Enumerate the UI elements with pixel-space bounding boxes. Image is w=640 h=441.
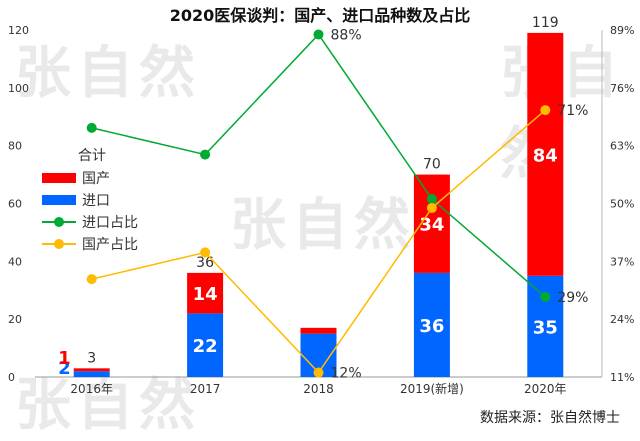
domestic-share-point-label: 71% [557, 103, 588, 119]
bar-total-label: 36 [196, 255, 214, 271]
x-tick-label: 2018 [303, 382, 334, 396]
y-right-tick-label: 50% [610, 198, 634, 211]
bar-import-label: 2 [58, 358, 71, 379]
y-right-tick-label: 76% [610, 82, 634, 95]
bar-domestic-label: 84 [533, 145, 558, 166]
y-left-tick-label: 20 [8, 313, 22, 326]
bar-import [187, 313, 224, 377]
legend-title: 合计 [78, 148, 106, 164]
domestic-share-point [313, 367, 324, 378]
y-left-tick-label: 100 [8, 82, 29, 95]
legend-label: 进口占比 [82, 215, 138, 231]
bar-total-label: 70 [423, 157, 441, 173]
domestic-share-point-label: 12% [331, 366, 362, 382]
bar-total-label: 3 [87, 350, 96, 366]
y-right-tick-label: 37% [610, 255, 634, 268]
bar-import-label: 35 [533, 317, 558, 338]
y-right-tick-label: 11% [610, 371, 634, 384]
bar-domestic-label: 34 [419, 215, 444, 236]
bar-domestic [527, 32, 564, 276]
import-share-point [200, 149, 211, 160]
x-tick-label: 2017 [190, 382, 221, 396]
legend-label: 国产 [82, 171, 110, 187]
legend-swatch [42, 173, 76, 183]
x-tick-label: 2019(新增) [400, 381, 464, 396]
import-share-point [540, 291, 551, 302]
y-left-tick-label: 80 [8, 140, 22, 153]
bar-import [413, 272, 450, 377]
domestic-share-point [86, 274, 97, 285]
y-left-tick-label: 0 [8, 371, 15, 384]
legend-marker [54, 217, 64, 227]
import-share-line [91, 33, 546, 298]
import-share-point [313, 29, 324, 40]
source-note: 数据来源：张自然博士 [480, 410, 620, 426]
bar-import [73, 371, 110, 377]
y-left-tick-label: 40 [8, 255, 22, 268]
import-share-point [86, 122, 97, 133]
y-left-tick-label: 120 [8, 24, 29, 37]
bar-domestic [413, 174, 450, 273]
bar-import-label: 22 [193, 336, 218, 357]
y-right-tick-label: 24% [610, 313, 634, 326]
y-right-tick-label: 63% [610, 140, 634, 153]
bar-domestic [73, 368, 110, 372]
import-share-point [426, 194, 437, 205]
legend-swatch [42, 195, 76, 205]
y-right-tick-label: 89% [610, 24, 634, 37]
x-tick-label: 2016年 [70, 382, 113, 396]
bar-domestic [187, 272, 224, 314]
chart-title: 2020医保谈判：国产、进口品种数及占比 [169, 6, 471, 25]
import-share-point-label: 88% [331, 27, 362, 43]
bar-import-label: 36 [419, 316, 444, 337]
domestic-share-point [540, 105, 551, 116]
legend-label: 进口 [82, 193, 110, 209]
import-share-point-label: 29% [557, 290, 588, 306]
bar-total-label: 119 [532, 15, 559, 31]
y-left-tick-label: 60 [8, 198, 22, 211]
x-tick-label: 2020年 [524, 382, 567, 396]
legend-marker [54, 239, 64, 249]
bar-domestic-label: 1 [58, 348, 71, 369]
legend-label: 国产占比 [82, 237, 138, 253]
bar-domestic [300, 327, 337, 334]
domestic-share-point [200, 247, 211, 258]
domestic-share-point [426, 202, 437, 213]
bar-domestic-label: 14 [193, 284, 218, 305]
